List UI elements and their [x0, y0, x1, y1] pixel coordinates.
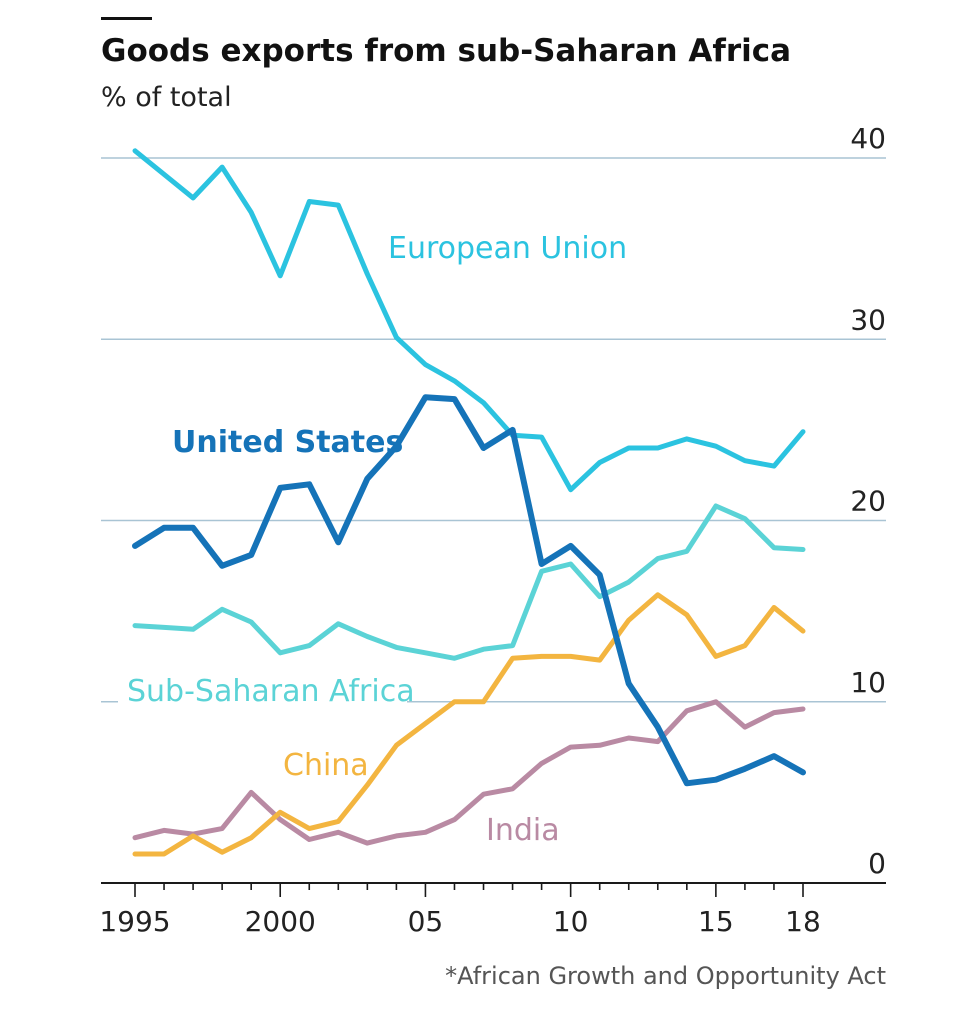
title-accent-bar — [101, 17, 152, 20]
series-labels: European Union United States Sub-Saharan A… — [127, 231, 627, 848]
x-tick-label: 05 — [408, 905, 444, 938]
gridlines — [101, 157, 886, 705]
x-tick-label: 15 — [698, 905, 734, 938]
series-label-united-states: United States — [172, 425, 403, 460]
gridline-label-gap — [118, 698, 407, 705]
x-axis — [101, 882, 886, 897]
series-line-china — [132, 592, 806, 857]
series-label-china: China — [283, 748, 369, 783]
chart-title: Goods exports from sub-Saharan Africa — [101, 33, 791, 69]
x-tick-label: 10 — [553, 905, 589, 938]
y-tick-label: 0 — [868, 847, 886, 880]
series-line-india — [132, 699, 806, 846]
y-tick-label: 30 — [850, 303, 886, 336]
series-label-sub-saharan-africa: Sub-Saharan Africa — [127, 674, 415, 709]
x-tick-labels: 1995 2000 05 10 15 18 — [99, 905, 820, 938]
series-line-united-states — [132, 394, 806, 787]
series-lines — [132, 148, 806, 857]
y-tick-label: 40 — [850, 122, 886, 155]
y-tick-label: 20 — [850, 485, 886, 518]
series-label-india: India — [486, 813, 560, 848]
y-tick-labels: 0 10 20 30 40 — [850, 122, 886, 880]
x-tick-label: 2000 — [245, 905, 316, 938]
x-tick-label: 1995 — [99, 905, 170, 938]
x-tick-label: 18 — [785, 905, 821, 938]
series-label-european-union: European Union — [388, 231, 627, 266]
series-line-european-union — [132, 148, 806, 493]
series-line-sub-saharan-africa — [132, 503, 806, 661]
chart-subtitle: % of total — [101, 82, 232, 113]
y-tick-label: 10 — [850, 666, 886, 699]
footnote: *African Growth and Opportunity Act — [445, 962, 886, 990]
